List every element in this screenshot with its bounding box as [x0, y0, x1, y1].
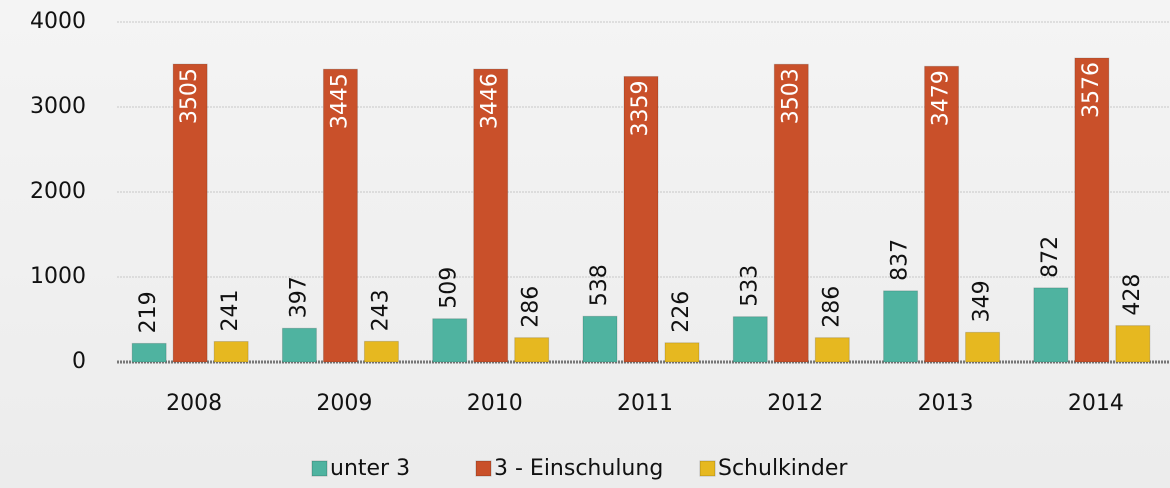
y-tick-label: 1000	[30, 264, 86, 289]
bar	[514, 337, 550, 363]
bar	[473, 68, 509, 363]
bar	[363, 340, 399, 363]
x-tick-label: 2011	[617, 391, 673, 416]
legend-swatch	[311, 460, 328, 477]
bar	[172, 63, 208, 363]
data-label: 3505	[177, 68, 202, 124]
data-label: 3445	[327, 73, 352, 129]
data-label: 428	[1120, 274, 1145, 316]
data-label: 241	[218, 290, 243, 332]
bar	[814, 337, 850, 363]
x-tick-label: 2012	[767, 391, 823, 416]
y-tick-label: 0	[72, 349, 86, 374]
bar	[131, 342, 167, 363]
y-tick-label: 4000	[30, 9, 86, 34]
data-label: 397	[286, 276, 311, 318]
bar	[773, 63, 809, 363]
x-tick-label: 2010	[467, 391, 523, 416]
data-label: 3479	[929, 70, 954, 126]
legend-label: Schulkinder	[718, 456, 848, 481]
data-label: 226	[669, 291, 694, 333]
x-tick-label: 2008	[166, 391, 222, 416]
bar	[432, 318, 468, 363]
data-label: 3446	[478, 73, 503, 129]
legend-label: unter 3	[330, 456, 410, 481]
data-label: 286	[519, 286, 544, 328]
data-label: 349	[970, 280, 995, 322]
bar	[924, 65, 960, 363]
data-label: 3576	[1079, 62, 1104, 118]
data-label: 3359	[628, 80, 653, 136]
bar	[1115, 325, 1151, 363]
data-label: 243	[368, 289, 393, 331]
bar	[582, 315, 618, 363]
data-label: 837	[888, 239, 913, 281]
bar	[883, 290, 919, 363]
bar	[623, 75, 659, 363]
y-tick-label: 3000	[30, 94, 86, 119]
data-label: 286	[819, 286, 844, 328]
bar	[1074, 57, 1110, 363]
data-label: 533	[737, 265, 762, 307]
bar	[281, 327, 317, 363]
bar	[322, 68, 358, 363]
bar	[965, 331, 1001, 363]
data-label: 509	[437, 267, 462, 309]
data-label: 872	[1038, 236, 1063, 278]
legend-swatch	[475, 460, 492, 477]
y-tick-label: 2000	[30, 179, 86, 204]
bar	[1033, 287, 1069, 363]
x-tick-label: 2013	[918, 391, 974, 416]
legend-label: 3 - Einschulung	[494, 456, 663, 481]
x-tick-label: 2009	[316, 391, 372, 416]
bar	[732, 316, 768, 363]
bar	[213, 341, 249, 363]
x-tick-label: 2014	[1068, 391, 1124, 416]
data-label: 538	[587, 264, 612, 306]
bar	[664, 342, 700, 363]
legend-swatch	[699, 460, 716, 477]
data-label: 3503	[778, 68, 803, 124]
data-label: 219	[136, 291, 161, 333]
